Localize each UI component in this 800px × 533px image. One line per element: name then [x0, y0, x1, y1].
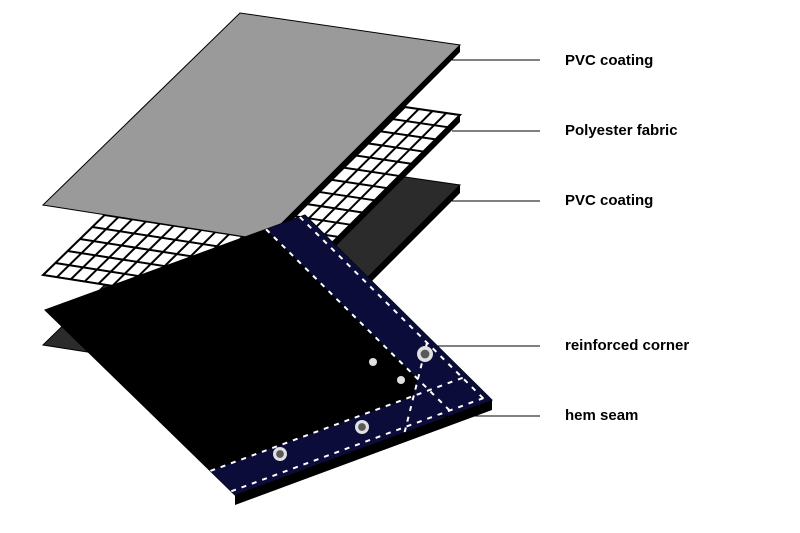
label-hem: hem seam	[565, 407, 638, 424]
label-layer1: PVC coating	[565, 52, 653, 69]
label-corner: reinforced corner	[565, 337, 689, 354]
label-layer3: PVC coating	[565, 192, 653, 209]
label-layer2: Polyester fabric	[565, 122, 678, 139]
